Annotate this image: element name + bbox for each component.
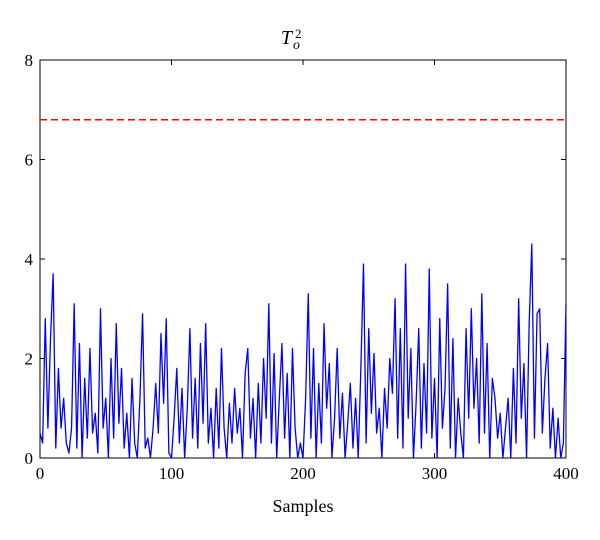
ticks: 0 100 200 300 400 0 2 4 6 8 (25, 51, 579, 483)
x-tick-label: 0 (36, 464, 45, 483)
chart-title-sup: 2 (295, 26, 302, 41)
y-tick-label: 8 (25, 51, 34, 70)
x-axis-label: Samples (273, 496, 334, 516)
series-line (39, 243, 567, 459)
y-tick-label: 6 (25, 151, 34, 170)
x-tick-label: 100 (159, 464, 185, 483)
series (39, 118, 567, 459)
x-tick-label: 200 (290, 464, 316, 483)
y-tick-label: 4 (25, 250, 34, 269)
x-tick-label: 300 (422, 464, 448, 483)
y-tick-label: 2 (25, 350, 34, 369)
x-tick-label: 400 (553, 464, 579, 483)
chart-title: T 2 o (281, 26, 302, 53)
y-tick-label: 0 (25, 449, 34, 468)
chart-title-sub: o (293, 38, 300, 53)
chart-title-base: T (281, 27, 294, 49)
